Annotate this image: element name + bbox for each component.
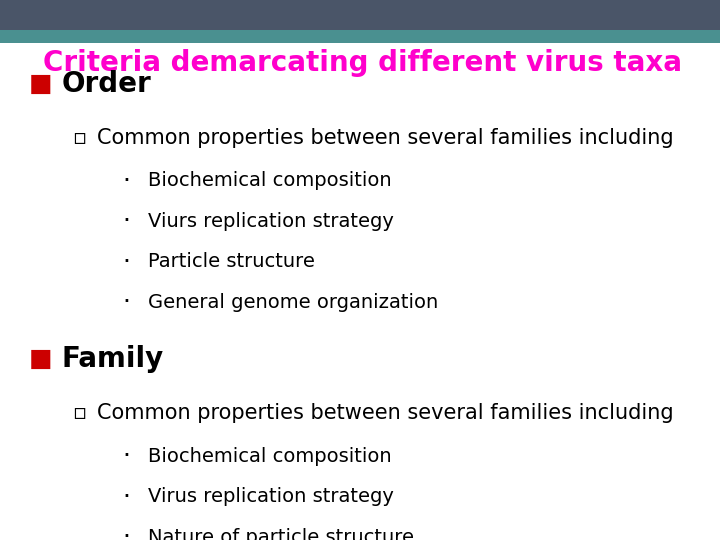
Text: Family: Family [61, 345, 163, 373]
Text: General genome organization: General genome organization [148, 293, 438, 312]
Text: ·: · [122, 444, 130, 468]
Bar [0, 30, 720, 43]
Text: ·: · [122, 210, 130, 233]
Text: ·: · [122, 169, 130, 193]
Text: ·: · [122, 291, 130, 314]
Text: Particle structure: Particle structure [148, 252, 315, 272]
Text: Viurs replication strategy: Viurs replication strategy [148, 212, 393, 231]
Text: ·: · [122, 485, 130, 509]
Text: ·: · [122, 525, 130, 540]
Text: ■: ■ [29, 347, 53, 371]
Text: Order: Order [61, 70, 151, 98]
Text: ▫: ▫ [72, 127, 86, 148]
Text: Nature of particle structure: Nature of particle structure [148, 528, 413, 540]
Text: Common properties between several families including: Common properties between several famili… [97, 127, 674, 148]
Text: ▫: ▫ [72, 403, 86, 423]
Text: Common properties between several families including: Common properties between several famili… [97, 403, 674, 423]
Text: ·: · [122, 250, 130, 274]
Bar [0, 0, 720, 30]
Text: Biochemical composition: Biochemical composition [148, 447, 391, 466]
Text: Criteria demarcating different virus taxa: Criteria demarcating different virus tax… [43, 49, 683, 77]
Text: ■: ■ [29, 72, 53, 96]
Text: Biochemical composition: Biochemical composition [148, 171, 391, 191]
Text: Virus replication strategy: Virus replication strategy [148, 487, 393, 507]
